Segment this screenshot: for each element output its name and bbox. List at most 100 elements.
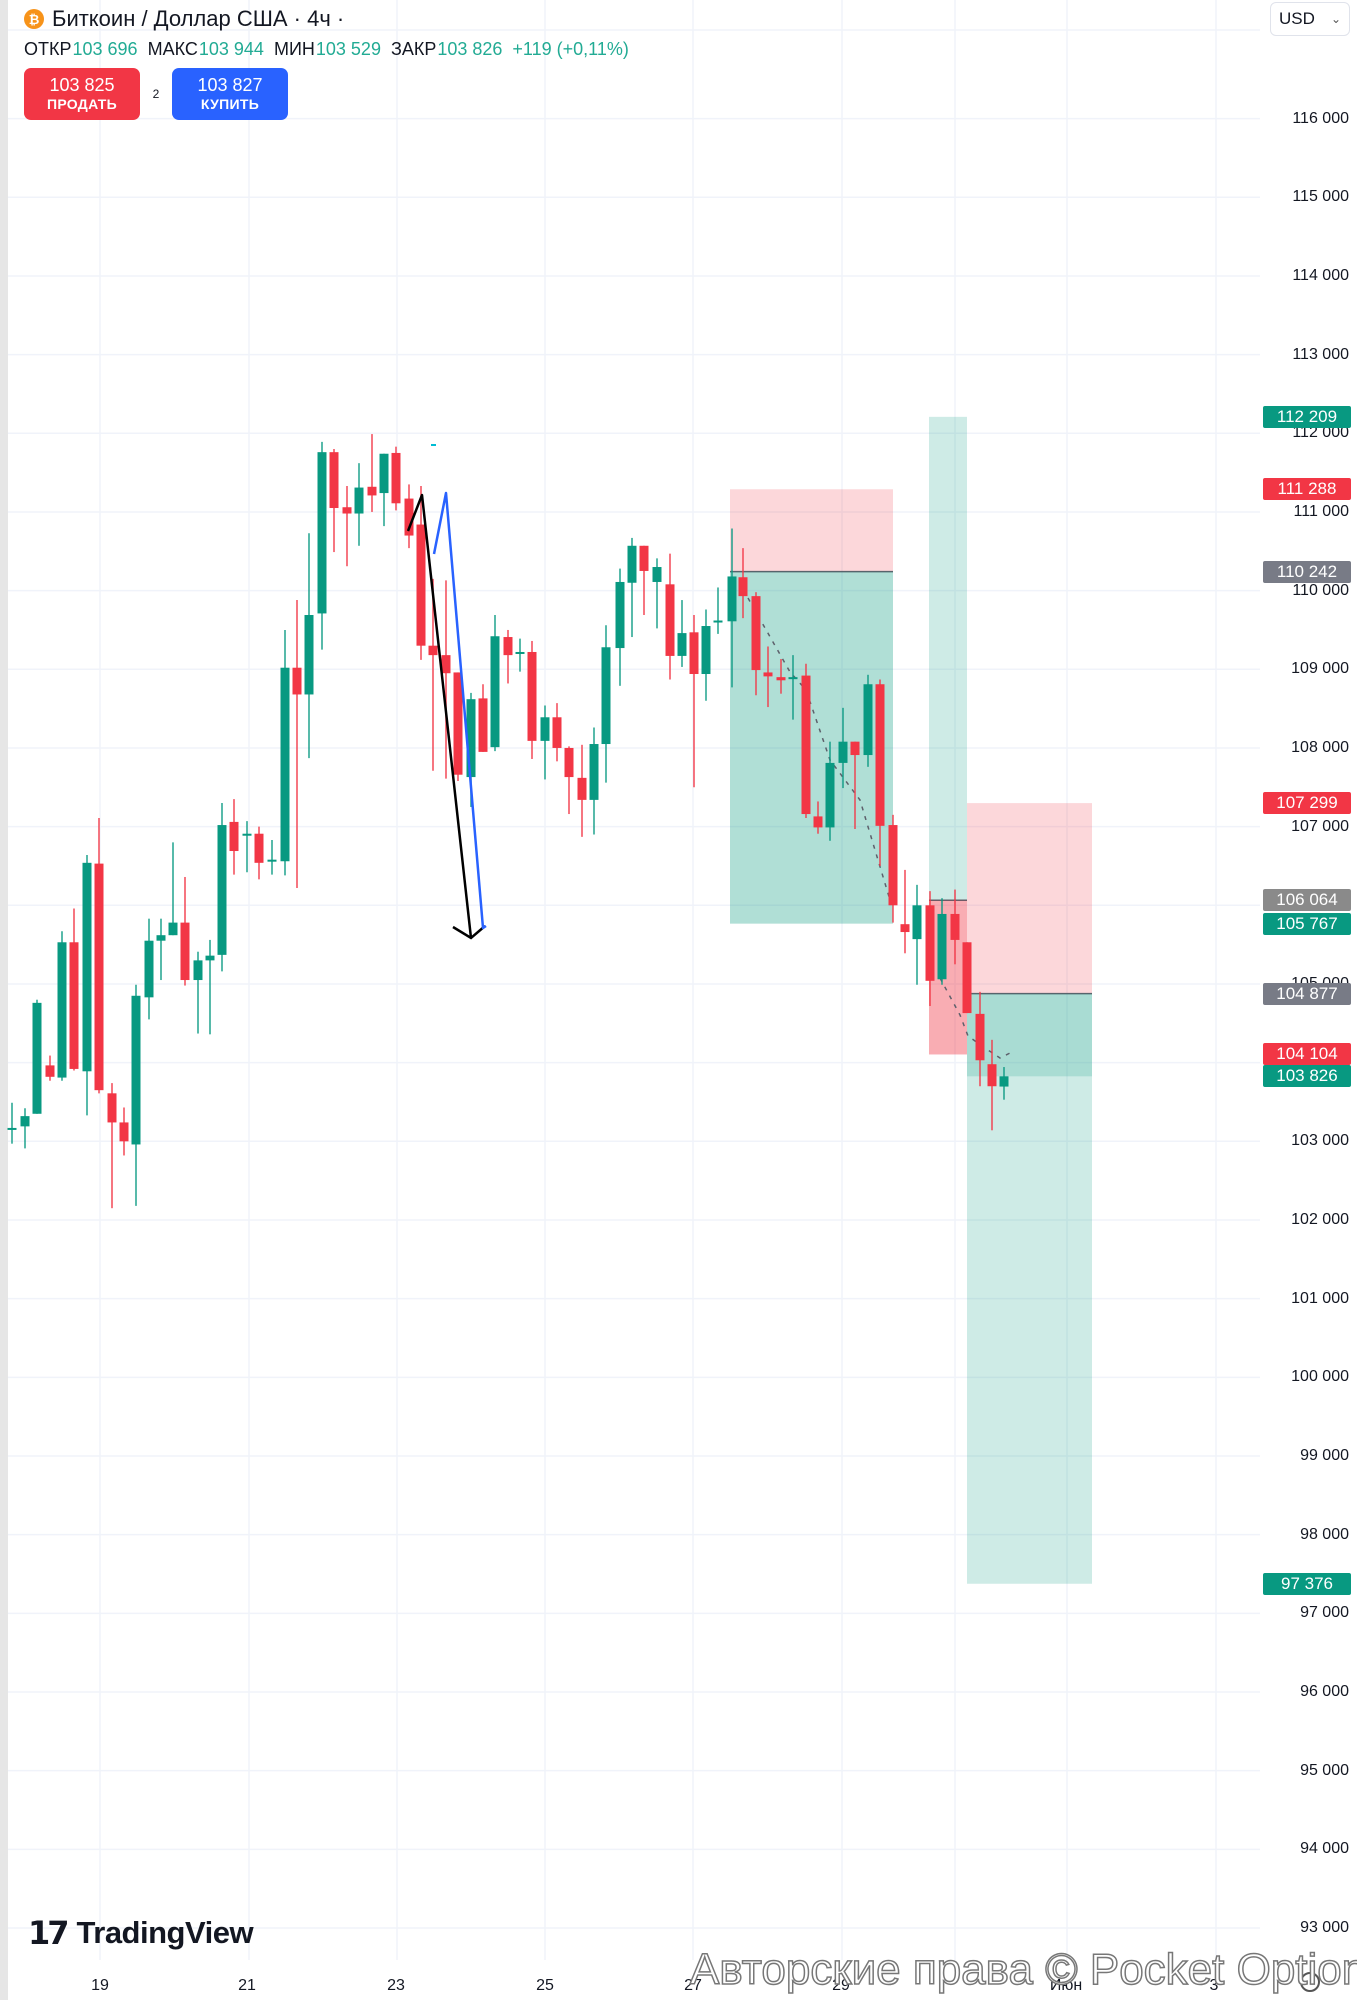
price-axis-label: 100 000 <box>1291 1368 1349 1386</box>
buy-button[interactable]: 103 827 КУПИТЬ <box>172 68 288 120</box>
candle-body <box>119 1122 129 1142</box>
candle-body <box>193 960 203 981</box>
candle-body <box>552 717 562 748</box>
ohlc-values: ОТКР 103 696 МАКС 103 944 МИН 103 529 ЗА… <box>24 36 629 62</box>
left-panel-border <box>0 0 8 2000</box>
candle-body <box>975 1013 985 1061</box>
position-stop-zone <box>967 803 1092 994</box>
price-axis-label: 112 000 <box>1292 424 1349 442</box>
candle-body <box>280 667 290 862</box>
currency-selector[interactable]: USD ⌄ <box>1270 2 1350 36</box>
price-badge: 104 104 <box>1263 1043 1351 1066</box>
price-axis-label: 113 000 <box>1292 345 1349 363</box>
price-axis-label: 96 000 <box>1300 1683 1349 1700</box>
candle-body <box>627 545 637 583</box>
candle-body <box>391 452 401 504</box>
candle-body <box>428 645 438 656</box>
candle-body <box>304 615 314 695</box>
price-badge: 111 288 <box>1263 478 1351 501</box>
candle-body <box>888 825 898 906</box>
candle-body <box>751 596 761 671</box>
settings-icon[interactable] <box>1300 1972 1320 1992</box>
sell-price: 103 825 <box>49 75 115 95</box>
candle-body <box>601 647 611 745</box>
price-axis-label: 93 000 <box>1300 1919 1349 1936</box>
candle-body <box>713 620 723 623</box>
price-axis-label: 110 000 <box>1292 581 1349 599</box>
price-axis-label: 116 000 <box>1292 109 1349 127</box>
price-axis-label: 111 000 <box>1293 502 1349 520</box>
candle-body <box>564 747 574 778</box>
candle-body <box>825 762 835 828</box>
candle-body <box>229 821 239 852</box>
candle-body <box>540 717 550 741</box>
price-axis-label: 94 000 <box>1300 1840 1349 1858</box>
open-value: 103 696 <box>72 38 138 59</box>
candle-body <box>665 584 675 656</box>
candle-body <box>677 633 687 656</box>
price-badge: 104 877 <box>1263 982 1351 1005</box>
candle-body <box>379 453 389 494</box>
candle-body <box>168 922 178 936</box>
candle-body <box>354 487 364 514</box>
time-axis-label: 25 <box>536 1977 554 1994</box>
position-target-zone <box>929 416 967 901</box>
candle-body <box>900 924 910 933</box>
candle-body <box>527 651 537 741</box>
candle-body <box>367 486 377 496</box>
candle-body <box>987 1064 997 1087</box>
chevron-down-icon: ⌄ <box>1330 12 1341 26</box>
candle-body <box>615 581 625 649</box>
price-badge: 112 209 <box>1263 405 1351 428</box>
time-axis-label: 19 <box>91 1977 109 1994</box>
candle-body <box>589 744 599 800</box>
price-badge: 106 064 <box>1263 889 1351 912</box>
candle-body <box>329 452 339 509</box>
bitcoin-icon: ₿ <box>24 9 44 29</box>
open-label: ОТКР <box>24 38 72 59</box>
low-value: 103 529 <box>315 38 381 59</box>
price-change: +119 (+0,11%) <box>512 38 629 59</box>
candle-body <box>342 507 352 514</box>
price-badge: 103 826 <box>1263 1065 1351 1088</box>
copyright-watermark: Авторские права © Pocket Option <box>689 1944 1357 1995</box>
arrow-head-icon <box>452 925 486 940</box>
price-badge: 105 767 <box>1263 912 1351 935</box>
candle-body <box>292 667 302 695</box>
price-axis-label: 95 000 <box>1300 1761 1349 1779</box>
candle-body <box>850 741 860 756</box>
price-axis-label: 102 000 <box>1291 1210 1349 1228</box>
candle-body <box>490 636 500 748</box>
buy-price: 103 827 <box>197 75 263 95</box>
candle-body <box>813 816 823 828</box>
candle-body <box>503 637 513 656</box>
sell-button[interactable]: 103 825 ПРОДАТЬ <box>24 68 140 120</box>
buy-label: КУПИТЬ <box>200 96 260 112</box>
time-axis-label: 23 <box>387 1977 405 1994</box>
symbol-title-row[interactable]: ₿ Биткоин / Доллар США · 4ч · <box>24 4 629 34</box>
position-filled-zone <box>929 900 967 1055</box>
position-target-zone <box>967 993 1092 1584</box>
trend-arrow-drawing <box>406 493 473 939</box>
polyline-drawing <box>432 491 487 930</box>
candle-body <box>131 995 141 1145</box>
tradingview-logo[interactable]: 17 TradingView <box>28 1913 254 1953</box>
candle-body <box>416 524 426 646</box>
candle-body <box>838 741 848 763</box>
price-axis-label: 97 000 <box>1300 1604 1349 1622</box>
candle-body <box>205 955 215 961</box>
low-label: МИН <box>273 38 315 59</box>
price-axis-label: 109 000 <box>1291 660 1349 678</box>
candle-body <box>94 863 104 1091</box>
candle-body <box>45 1065 55 1077</box>
candle-body <box>267 859 277 862</box>
price-axis-label: 98 000 <box>1300 1525 1349 1543</box>
price-badge: 97 376 <box>1263 1572 1351 1595</box>
high-value: 103 944 <box>198 38 264 59</box>
price-badge: 107 299 <box>1263 792 1351 815</box>
candle-body <box>144 940 154 998</box>
candle-body <box>20 1116 30 1127</box>
candle-body <box>925 905 935 981</box>
candle-body <box>217 825 227 955</box>
